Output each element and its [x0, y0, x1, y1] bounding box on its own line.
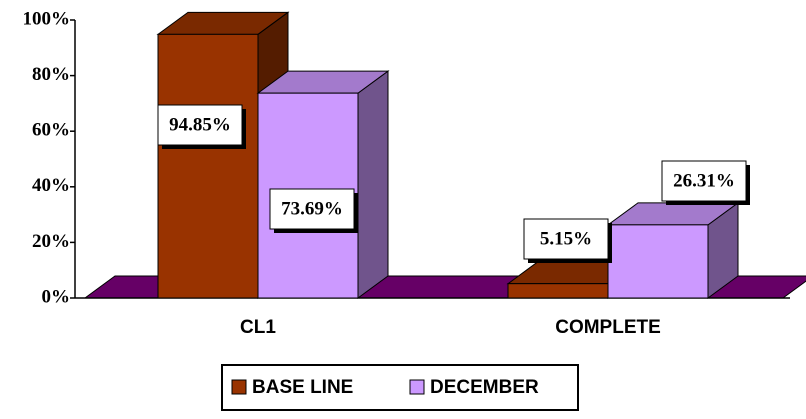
value-label-box	[157, 104, 243, 146]
value-label: 73.69%	[281, 198, 343, 219]
legend-swatch	[231, 379, 247, 395]
legend-box	[221, 364, 579, 411]
x-tick-label: CL1	[240, 317, 276, 338]
value-label-box	[661, 160, 747, 202]
value-label: 94.85%	[169, 114, 231, 135]
value-label: 5.15%	[540, 228, 592, 249]
legend-label: DECEMBER	[430, 377, 539, 398]
y-tick-label: 60%	[32, 120, 70, 141]
bar	[157, 33, 259, 299]
y-tick-label: 40%	[32, 175, 70, 196]
y-tick-label: 0%	[42, 286, 71, 307]
y-tick-label: 80%	[32, 64, 70, 85]
legend-label: BASE LINE	[252, 377, 353, 398]
value-label-box	[269, 188, 355, 230]
y-tick-label: 100%	[23, 8, 71, 29]
value-label-box	[523, 218, 609, 260]
x-tick-label: COMPLETE	[555, 317, 661, 338]
bar	[607, 224, 709, 299]
legend-swatch	[409, 379, 425, 395]
y-tick-label: 20%	[32, 231, 70, 252]
value-label: 26.31%	[673, 170, 735, 191]
bar	[507, 283, 609, 299]
bar-side	[357, 70, 389, 299]
